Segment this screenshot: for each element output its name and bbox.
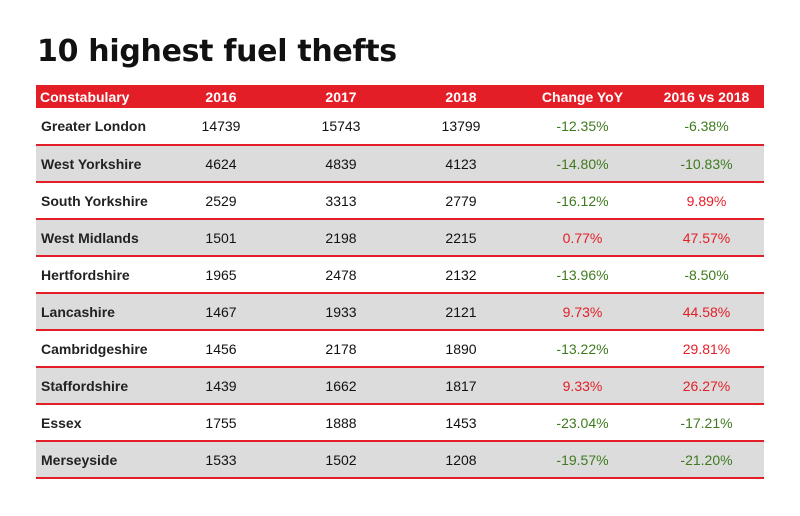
change-yoy-cell: -12.35% bbox=[556, 118, 609, 134]
value-2016-cell: 1439 bbox=[205, 377, 237, 394]
value-2018-cell: 1817 bbox=[445, 377, 477, 394]
table-row: Merseyside 1533 1502 1208 -19.57% -21.20% bbox=[36, 441, 764, 478]
change-yoy-cell: -23.04% bbox=[556, 414, 609, 431]
change-yoy-cell: -19.57% bbox=[556, 451, 609, 468]
column-header: 2017 bbox=[325, 88, 357, 105]
value-2018-cell: 2132 bbox=[445, 266, 477, 283]
value-2017-cell: 1502 bbox=[325, 451, 357, 468]
value-2018-cell: 13799 bbox=[441, 118, 481, 134]
table-row: South Yorkshire 2529 3313 2779 -16.12% 9.89% bbox=[36, 182, 764, 219]
chart-title: 10 highest fuel thefts bbox=[37, 34, 397, 69]
table-row: West Yorkshire 4624 4839 4123 -14.80% -10.83% bbox=[36, 145, 764, 182]
table-row: West Midlands 1501 2198 2215 0.77% 47.57% bbox=[36, 219, 764, 256]
constabulary-cell: Hertfordshire bbox=[41, 266, 130, 283]
value-2018-cell: 4123 bbox=[445, 155, 477, 172]
table-row: Hertfordshire 1965 2478 2132 -13.96% -8.50% bbox=[36, 256, 764, 293]
change-2016-vs-2018-cell: -10.83% bbox=[680, 155, 733, 172]
value-2018-cell: 2779 bbox=[445, 192, 477, 209]
constabulary-cell: West Yorkshire bbox=[41, 155, 142, 172]
change-2016-vs-2018-cell: -21.20% bbox=[680, 451, 733, 468]
value-2016-cell: 1467 bbox=[205, 303, 237, 320]
change-yoy-cell: -13.96% bbox=[556, 266, 609, 283]
change-2016-vs-2018-cell: 29.81% bbox=[682, 340, 731, 357]
value-2016-cell: 1501 bbox=[205, 229, 237, 246]
table-row: Staffordshire 1439 1662 1817 9.33% 26.27% bbox=[36, 367, 764, 404]
change-yoy-cell: 9.73% bbox=[562, 303, 603, 320]
value-2018-cell: 1890 bbox=[445, 340, 477, 357]
value-2018-cell: 2215 bbox=[445, 229, 477, 246]
value-2017-cell: 15743 bbox=[321, 118, 361, 134]
value-2017-cell: 1933 bbox=[325, 303, 357, 320]
constabulary-cell: West Midlands bbox=[41, 229, 139, 246]
table-row: Greater London 14739 15743 13799 -12.35% -6.3… bbox=[36, 108, 764, 145]
column-header: 2018 bbox=[445, 88, 477, 105]
constabulary-cell: Merseyside bbox=[41, 451, 118, 468]
value-2017-cell: 3313 bbox=[325, 192, 357, 209]
change-yoy-cell: 0.77% bbox=[562, 229, 603, 246]
table-header-row: Constabulary 2016 2017 2018 Change YoY 2… bbox=[36, 85, 764, 108]
table-row: Essex 1755 1888 1453 -23.04% -17.21% bbox=[36, 404, 764, 441]
table-row: Lancashire 1467 1933 2121 9.73% 44.58% bbox=[36, 293, 764, 330]
change-yoy-cell: 9.33% bbox=[562, 377, 603, 394]
value-2017-cell: 1662 bbox=[325, 377, 357, 394]
value-2017-cell: 2478 bbox=[325, 266, 357, 283]
value-2016-cell: 1533 bbox=[205, 451, 237, 468]
value-2017-cell: 2178 bbox=[325, 340, 357, 357]
change-yoy-cell: -14.80% bbox=[556, 155, 609, 172]
value-2016-cell: 1456 bbox=[205, 340, 237, 357]
change-yoy-cell: -16.12% bbox=[556, 192, 609, 209]
change-2016-vs-2018-cell: -6.38% bbox=[684, 118, 729, 134]
value-2016-cell: 1965 bbox=[205, 266, 237, 283]
change-2016-vs-2018-cell: -8.50% bbox=[684, 266, 729, 283]
value-2016-cell: 14739 bbox=[201, 118, 241, 134]
value-2018-cell: 1453 bbox=[445, 414, 477, 431]
constabulary-cell: Staffordshire bbox=[41, 377, 129, 394]
value-2017-cell: 1888 bbox=[325, 414, 357, 431]
fuel-thefts-table: Constabulary 2016 2017 2018 Change YoY 2… bbox=[36, 85, 764, 479]
constabulary-cell: Greater London bbox=[41, 118, 147, 134]
change-2016-vs-2018-cell: 44.58% bbox=[682, 303, 731, 320]
value-2016-cell: 2529 bbox=[205, 192, 237, 209]
change-2016-vs-2018-cell: 26.27% bbox=[682, 377, 731, 394]
constabulary-cell: Essex bbox=[41, 414, 82, 431]
value-2018-cell: 2121 bbox=[445, 303, 477, 320]
value-2016-cell: 4624 bbox=[205, 155, 237, 172]
value-2017-cell: 4839 bbox=[325, 155, 357, 172]
constabulary-cell: South Yorkshire bbox=[41, 192, 148, 209]
constabulary-cell: Cambridgeshire bbox=[41, 340, 148, 357]
column-header: Constabulary bbox=[40, 88, 130, 105]
change-2016-vs-2018-cell: 47.57% bbox=[682, 229, 731, 246]
constabulary-cell: Lancashire bbox=[41, 303, 115, 320]
change-yoy-cell: -13.22% bbox=[556, 340, 609, 357]
change-2016-vs-2018-cell: -17.21% bbox=[680, 414, 733, 431]
table-row: Cambridgeshire 1456 2178 1890 -13.22% 29.81% bbox=[36, 330, 764, 367]
column-header: Change YoY bbox=[541, 88, 624, 105]
value-2017-cell: 2198 bbox=[325, 229, 357, 246]
value-2016-cell: 1755 bbox=[205, 414, 237, 431]
column-header: 2016 vs 2018 bbox=[663, 88, 750, 105]
change-2016-vs-2018-cell: 9.89% bbox=[686, 192, 727, 209]
value-2018-cell: 1208 bbox=[445, 451, 477, 468]
column-header: 2016 bbox=[205, 88, 237, 105]
